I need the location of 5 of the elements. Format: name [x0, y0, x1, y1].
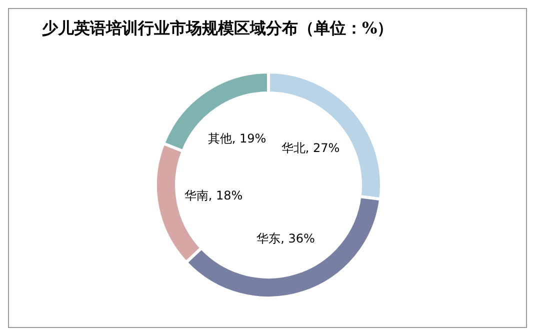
slice-label: 其他, 19%: [208, 132, 266, 146]
slice-label: 华东, 36%: [256, 231, 315, 246]
chart-title: 少儿英语培训行业市场规模区域分布（单位：%）: [42, 18, 394, 38]
slice-label: 华北, 27%: [281, 140, 340, 155]
slice-label: 华南, 18%: [184, 188, 243, 202]
